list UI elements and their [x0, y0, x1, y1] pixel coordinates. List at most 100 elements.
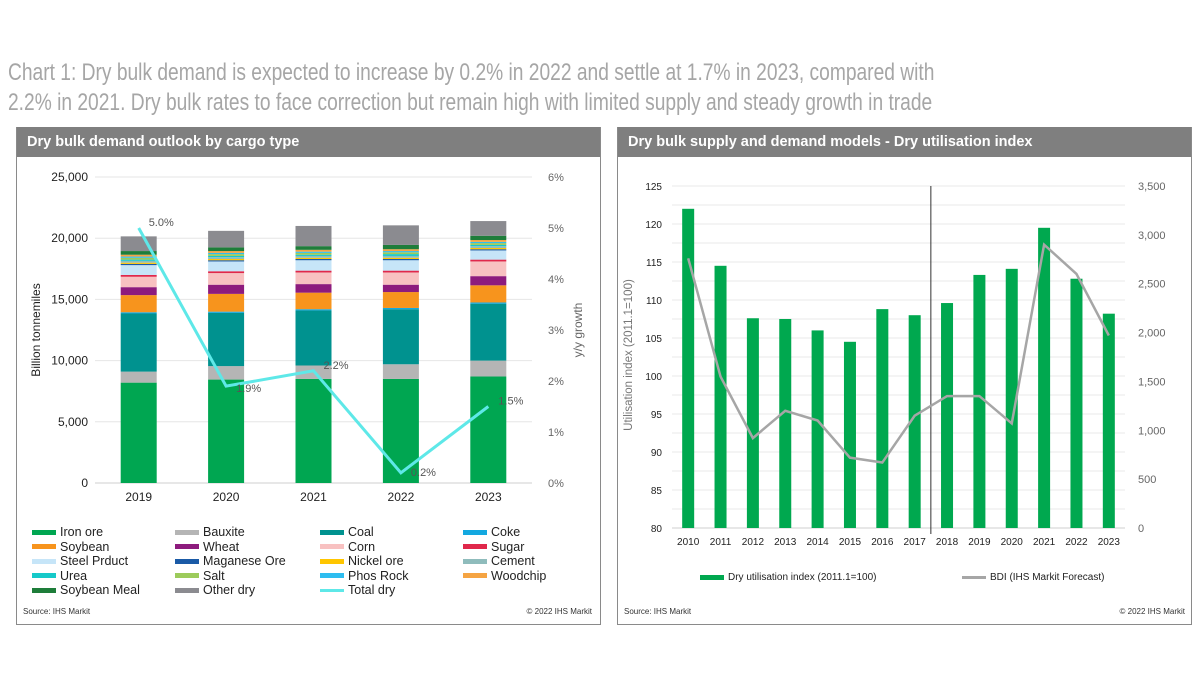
- y2-tick-label: 5%: [548, 223, 564, 235]
- x-tick-label: 2020: [213, 490, 240, 504]
- legend-label: Coke: [491, 525, 521, 539]
- data-label: 5.0%: [149, 217, 174, 229]
- legend-swatch: [320, 544, 344, 550]
- legend-label: Soybean Meal: [60, 583, 140, 598]
- utilisation-bar: [1070, 278, 1083, 528]
- legend-label: Corn: [348, 539, 376, 554]
- legend-item: Coal: [320, 525, 374, 539]
- legend-swatch: [175, 587, 199, 593]
- legend-item: Corn: [320, 540, 375, 554]
- y-tick-label: 0: [81, 476, 88, 490]
- legend-label: Dry utilisation index (2011.1=100): [728, 572, 877, 583]
- legend-item: Urea: [32, 569, 87, 583]
- bar-segment-woodchip: [120, 254, 157, 257]
- bar-segment-urea: [295, 254, 332, 256]
- bar-segment-urea: [208, 255, 245, 258]
- legend-swatch: [320, 529, 344, 535]
- legend-swatch: [175, 544, 199, 550]
- headline: Chart 1: Dry bulk demand is expected to …: [8, 58, 1128, 118]
- legend-swatch: [175, 558, 199, 564]
- y2-tick-label: 2,000: [1138, 328, 1166, 340]
- right-source: Source: IHS Markit: [624, 607, 692, 616]
- bar-segment-woodchip: [208, 251, 245, 253]
- bar-segment-iron-ore: [208, 379, 245, 483]
- legend-label: Cement: [491, 554, 535, 569]
- bar-segment-soybean-meal: [470, 235, 507, 241]
- bar-segment-other-dry: [295, 225, 332, 247]
- x-tick-label: 2023: [475, 490, 502, 504]
- x-tick-label: 2020: [1001, 537, 1024, 548]
- bar-segment-salt: [208, 254, 245, 256]
- bar-segment-coke: [382, 307, 419, 310]
- bar-segment-coke: [208, 311, 245, 313]
- bdi-line: [686, 242, 1110, 464]
- legend-label: Steel Prduct: [60, 554, 129, 569]
- y2-tick-label: 500: [1138, 474, 1156, 486]
- legend-swatch: [32, 544, 56, 550]
- legend-item: Woodchip: [463, 569, 546, 583]
- x-tick-label: 2011: [710, 537, 732, 548]
- legend-label: Urea: [60, 568, 88, 583]
- legend-item: Steel Prduct: [32, 554, 128, 568]
- x-tick-label: 2023: [1098, 537, 1121, 548]
- legend-swatch: [175, 573, 199, 579]
- bar-segment-iron-ore: [295, 378, 332, 483]
- bar-segment-steel-prduct: [470, 250, 507, 260]
- left-source: Source: IHS Markit: [23, 607, 91, 616]
- legend-item: Maganese Ore: [175, 554, 286, 568]
- bar-segment-bauxite: [120, 371, 157, 383]
- bar-segment-bauxite: [470, 360, 507, 377]
- data-label: 0.2%: [411, 467, 436, 479]
- utilisation-bar: [908, 315, 921, 528]
- bar-segment-coal: [208, 312, 245, 367]
- utilisation-bar: [779, 319, 792, 528]
- bar-segment-salt: [120, 257, 157, 260]
- bar-segment-salt: [295, 252, 332, 255]
- bar-segment-coke: [470, 302, 507, 304]
- bar-segment-soybean: [382, 292, 419, 308]
- bar-segment-soybean: [295, 292, 332, 310]
- data-label: 1.5%: [498, 396, 523, 408]
- legend-swatch: [32, 558, 56, 564]
- x-tick-label: 2019: [125, 490, 152, 504]
- x-tick-label: 2012: [742, 537, 765, 548]
- bar-segment-cement: [208, 257, 245, 260]
- y2-tick-label: 1,000: [1138, 425, 1166, 437]
- y2-tick-label: 0: [1138, 523, 1144, 535]
- bar-segment-maganese-ore: [120, 263, 157, 266]
- legend-swatch: [175, 529, 199, 535]
- legend-item: Sugar: [463, 540, 524, 554]
- bar-segment-woodchip: [295, 249, 332, 252]
- y-axis-label: Utilisation index (2011.1=100): [623, 279, 635, 431]
- legend-label: Salt: [203, 568, 225, 583]
- bar-segment-coke: [295, 309, 332, 311]
- right-chart-header: Dry bulk supply and demand models - Dry …: [618, 127, 1191, 157]
- legend-swatch: [320, 558, 344, 564]
- legend-item: Dry utilisation index (2011.1=100): [700, 572, 877, 583]
- bar-segment-phos-rock: [295, 251, 332, 253]
- y-tick-label: 85: [651, 486, 663, 497]
- y2-tick-label: 0%: [548, 478, 564, 490]
- bar-segment-corn: [295, 272, 332, 285]
- legend-swatch: [320, 573, 344, 579]
- utilisation-bar: [1102, 313, 1115, 528]
- legend-swatch: [463, 558, 487, 564]
- right-copyright: © 2022 IHS Markit: [1119, 607, 1185, 616]
- legend-item: Phos Rock: [320, 569, 408, 583]
- x-tick-label: 2017: [904, 537, 927, 548]
- bar-segment-soybean: [120, 295, 157, 313]
- y-tick-label: 100: [645, 372, 662, 383]
- x-tick-label: 2013: [774, 537, 797, 548]
- x-tick-label: 2010: [677, 537, 700, 548]
- utilisation-bar: [1038, 227, 1051, 529]
- bar-segment-nickel-ore: [208, 259, 245, 261]
- bar-segment-wheat: [208, 284, 245, 294]
- bar-segment-soybean-meal: [208, 247, 245, 252]
- utilisation-bar: [1005, 268, 1018, 528]
- y2-tick-label: 4%: [548, 274, 564, 286]
- y-axis-label: Billion tonnemiles: [29, 283, 43, 376]
- legend-label: Sugar: [491, 539, 525, 554]
- bar-segment-bauxite: [208, 366, 245, 380]
- bar-segment-nickel-ore: [382, 257, 419, 260]
- bar-segment-other-dry: [208, 230, 245, 248]
